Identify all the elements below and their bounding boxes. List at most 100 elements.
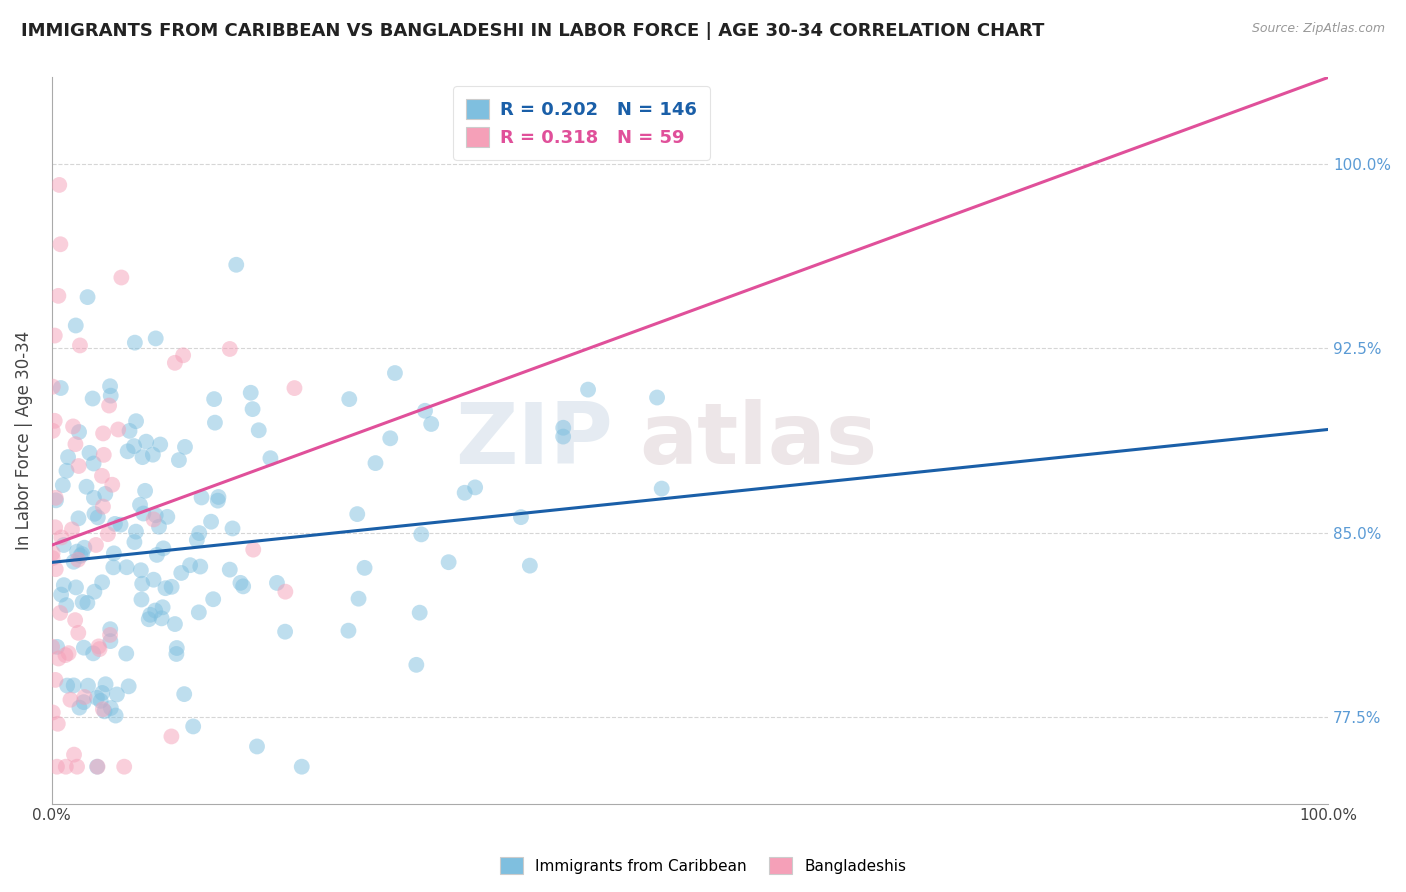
Point [160, 580, 183, 594]
Point [90, 694, 112, 708]
Point [103, 560, 125, 574]
Point [142, 573, 165, 587]
Point [52, 538, 75, 552]
Point [353, 561, 375, 575]
Point [55, 598, 77, 612]
Point [202, 392, 225, 406]
Point [73, 695, 96, 709]
Point [129, 498, 152, 512]
Point [160, 730, 183, 744]
Point [73, 640, 96, 655]
Point [45, 562, 67, 576]
Point [44, 414, 66, 428]
Point [149, 437, 172, 451]
Point [100, 701, 122, 715]
Point [79, 446, 101, 460]
Point [48, 178, 70, 192]
Point [107, 422, 129, 436]
Y-axis label: In Labor Force | Age 30-34: In Labor Force | Age 30-34 [15, 331, 32, 550]
Point [44, 520, 66, 534]
Point [218, 342, 240, 356]
Point [337, 624, 360, 638]
Point [98, 634, 121, 648]
Point [129, 563, 152, 577]
Point [135, 434, 157, 449]
Point [148, 519, 170, 533]
Point [131, 576, 153, 591]
Point [110, 270, 132, 285]
Point [115, 560, 138, 574]
Point [225, 258, 247, 272]
Point [145, 331, 167, 345]
Point [82, 646, 104, 660]
Point [411, 527, 433, 541]
Point [519, 558, 541, 573]
Point [221, 521, 243, 535]
Point [46, 640, 69, 654]
Point [98, 622, 121, 636]
Point [110, 517, 132, 532]
Point [118, 679, 141, 693]
Point [283, 381, 305, 395]
Point [55, 648, 77, 662]
Point [142, 448, 165, 462]
Point [420, 417, 443, 431]
Point [46, 716, 69, 731]
Point [105, 688, 128, 702]
Point [229, 575, 252, 590]
Point [202, 592, 225, 607]
Point [166, 640, 188, 655]
Point [131, 450, 153, 464]
Point [91, 702, 114, 716]
Point [67, 425, 90, 439]
Text: IMMIGRANTS FROM CARIBBEAN VS BANGLADESHI IN LABOR FORCE | AGE 30-34 CORRELATION : IMMIGRANTS FROM CARIBBEAN VS BANGLADESHI… [21, 22, 1045, 40]
Point [124, 335, 146, 350]
Point [150, 611, 173, 625]
Point [218, 563, 240, 577]
Point [70, 547, 93, 561]
Point [155, 581, 177, 595]
Point [134, 483, 156, 498]
Point [46, 760, 69, 774]
Point [510, 510, 533, 524]
Point [41, 640, 63, 654]
Point [48, 289, 70, 303]
Point [59, 692, 82, 706]
Point [62, 678, 84, 692]
Point [346, 507, 368, 521]
Point [44, 328, 66, 343]
Point [41, 546, 63, 560]
Point [188, 559, 211, 574]
Point [115, 647, 138, 661]
Point [188, 526, 211, 541]
Point [84, 538, 107, 552]
Point [239, 385, 262, 400]
Legend: Immigrants from Caribbean, Bangladeshis: Immigrants from Caribbean, Bangladeshis [494, 851, 912, 880]
Point [139, 607, 162, 622]
Point [274, 584, 297, 599]
Point [73, 690, 96, 704]
Point [112, 760, 135, 774]
Point [83, 457, 105, 471]
Point [52, 578, 75, 592]
Point [156, 509, 179, 524]
Point [100, 389, 122, 403]
Point [174, 440, 197, 454]
Point [246, 739, 269, 754]
Point [413, 404, 436, 418]
Point [553, 421, 575, 435]
Point [94, 487, 117, 501]
Point [56, 679, 79, 693]
Point [45, 491, 67, 505]
Point [89, 642, 111, 657]
Point [181, 719, 204, 733]
Point [67, 511, 90, 525]
Point [91, 500, 114, 514]
Text: ZIP: ZIP [456, 399, 613, 482]
Point [69, 338, 91, 352]
Point [163, 356, 186, 370]
Point [101, 477, 124, 491]
Point [44, 673, 66, 687]
Point [87, 510, 110, 524]
Point [242, 542, 264, 557]
